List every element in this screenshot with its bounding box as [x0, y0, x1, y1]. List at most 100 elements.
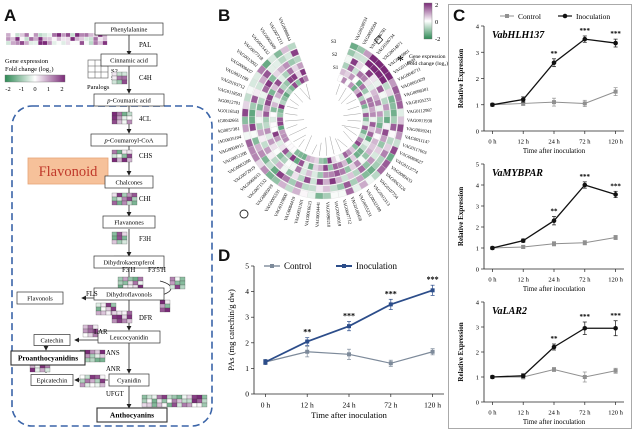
circos-cell: [329, 184, 338, 192]
heat-cell: [126, 192, 133, 198]
heat-cell: [121, 310, 128, 316]
data-point: [305, 349, 310, 354]
data-point: [490, 102, 495, 108]
enzyme-label: C4H: [139, 75, 152, 82]
y-axis-label: Relative Expression: [457, 187, 465, 246]
data-point: [347, 352, 351, 357]
significance-mark: ***: [610, 312, 621, 320]
heat-cell: [121, 239, 128, 245]
heat-cell: [100, 302, 107, 308]
heat-cell: [95, 310, 102, 316]
node-box: [97, 330, 161, 344]
circos-cell: [269, 116, 277, 123]
node-box: [100, 53, 158, 67]
heat-cell: [121, 79, 128, 85]
heat-cell: [38, 40, 43, 46]
circos-cell: [286, 41, 297, 51]
heat-cell: [126, 200, 133, 206]
data-point: [388, 302, 393, 307]
circos-cell: [318, 157, 324, 165]
dendrogram-branch: [347, 105, 360, 110]
gene-label: VAG0042661: [218, 118, 240, 124]
circos-cell: [376, 116, 384, 123]
legend-d-inoculation-label: Inoculation: [356, 261, 397, 271]
y-tick-label: 2: [476, 225, 479, 232]
gene-label: VAG0031101: [293, 198, 304, 224]
data-point: [520, 373, 526, 379]
data-point: [347, 324, 351, 329]
heat-cell: [89, 349, 96, 355]
heat-cell: [121, 149, 128, 155]
heat-cell: [159, 307, 166, 313]
heat-cell: [116, 115, 123, 121]
legend-a-tick: 0: [33, 86, 36, 93]
heat-cell: [201, 394, 208, 400]
heat-cell: [65, 32, 71, 38]
ring-stage-label: S1: [333, 66, 339, 71]
heat-cell: [176, 398, 183, 404]
x-tick-label: 72 h: [579, 277, 591, 284]
circos-cell: [397, 116, 405, 125]
significance-mark: ***: [385, 289, 397, 298]
circos-cell: [322, 171, 330, 179]
heat-cell: [51, 36, 57, 42]
heat-cell: [94, 374, 101, 380]
enzyme-label: PAL: [139, 42, 151, 49]
heat-cell: [94, 353, 101, 359]
heat-cell: [116, 318, 123, 324]
pal-heatmap: [5, 32, 108, 46]
dendrogram-branch: [305, 83, 311, 100]
legend-b-ticks: 2 0 -2: [435, 2, 440, 43]
heat-cell: [79, 32, 85, 38]
data-point: [521, 101, 526, 106]
circos-cell: [396, 123, 404, 133]
heat-cell: [179, 284, 186, 290]
heat-cell: [131, 200, 138, 206]
y-tick-label: 1: [476, 246, 479, 253]
heat-cell: [95, 306, 102, 312]
heat-cell: [44, 367, 51, 373]
data-point: [490, 374, 495, 380]
significance-mark: **: [551, 50, 559, 58]
node-label: Phenylalanine: [111, 27, 148, 34]
heat-cell: [111, 111, 118, 117]
y-tick-label: 1: [245, 364, 249, 373]
heat-cell: [74, 40, 80, 46]
circos-cell: [322, 178, 330, 186]
data-point: [552, 241, 556, 246]
x-axis-label: Time after inoculation: [523, 418, 586, 426]
data-point: [521, 244, 526, 249]
heat-cell: [191, 402, 198, 408]
heat-cell: [100, 310, 107, 316]
heat-cell: [116, 71, 123, 77]
circos-cell: [263, 122, 271, 129]
heat-cell: [146, 394, 153, 400]
significance-mark: ***: [580, 27, 591, 35]
node-label: Cyanidin: [117, 378, 142, 385]
x-tick-label: 24 h: [548, 139, 560, 146]
heat-cell: [146, 402, 153, 408]
circos-cell: [316, 178, 324, 186]
heat-cell: [99, 378, 106, 384]
node-box: [33, 334, 71, 346]
expression-charts: Control Inoculation 0 1 2 3 4 0 h 12 h 24 h 72 h 1…: [457, 12, 624, 426]
heat-cell: [111, 79, 118, 85]
node-label: Epicatechin: [37, 378, 68, 385]
circos-cell: [397, 108, 405, 117]
pathway-diagram: Gene expression Fold change (log₂) -2 -1 0…: [4, 22, 213, 427]
x-tick-label: 120 h: [608, 277, 623, 284]
heat-cell: [102, 36, 108, 42]
heat-cell: [110, 302, 117, 308]
chart-vabhlh137: 0 1 2 3 4 0 h 12 h 24 h 72 h 120 h Time after inoc…: [457, 24, 624, 155]
circos-cell: [362, 116, 370, 122]
x-tick-label: 72 h: [384, 401, 397, 410]
dendrogram-branch: [335, 83, 341, 95]
circos-cell: [362, 112, 370, 118]
heat-cell: [29, 367, 36, 373]
node-label: Leucocyanidin: [110, 335, 149, 342]
heat-cell: [141, 394, 148, 400]
data-point: [520, 97, 526, 102]
legend-b-title-2: Fold change (log₂): [407, 60, 448, 67]
heat-cell: [84, 378, 91, 384]
heat-cell: [111, 318, 118, 324]
